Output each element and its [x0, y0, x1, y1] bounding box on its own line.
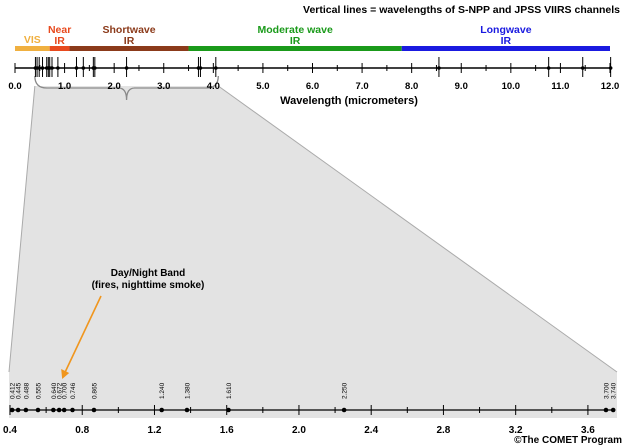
top-channel-dot	[74, 66, 79, 70]
top-channel-dot	[198, 66, 203, 70]
top-axis-tick-label: 9.0	[455, 81, 468, 92]
top-channel-dot	[580, 66, 585, 70]
bottom-channel-dot	[159, 407, 165, 413]
bottom-channel-dot	[184, 407, 190, 413]
bottom-channel-label: 0.672	[57, 382, 64, 399]
top-axis-tick-label: 11.0	[551, 81, 569, 92]
top-axis-tick-label: 8.0	[405, 81, 418, 92]
top-axis-tick-label: 7.0	[355, 81, 368, 92]
band-sublabel-4: IR	[501, 35, 512, 47]
bottom-channel-dot	[341, 407, 347, 413]
band-label-0: VIS	[24, 34, 41, 46]
zoom-brace	[34, 75, 219, 101]
top-channel-dot	[546, 66, 551, 70]
top-channel-dot	[56, 66, 60, 70]
top-channel-dot	[214, 66, 218, 70]
top-axis-tick-label: 3.0	[157, 81, 170, 92]
band-sublabel-3: IR	[290, 35, 301, 47]
bottom-channel-label: 1.240	[159, 382, 166, 399]
top-axis-tick-label: 10.0	[502, 81, 521, 92]
band-bar-1	[49, 46, 70, 51]
bottom-channel-label: 0.445	[16, 382, 23, 399]
top-channel-dot	[81, 66, 86, 70]
top-axis-tick-label: 4.0	[207, 81, 220, 92]
top-channel-dot	[124, 66, 129, 70]
bottom-axis-tick-label: 0.4	[3, 425, 17, 436]
bottom-axis-tick-label: 2.0	[292, 425, 306, 436]
bottom-channel-label: 0.700	[62, 382, 69, 399]
band-bar-3	[188, 46, 402, 51]
bottom-channel-label: 0.488	[23, 382, 30, 399]
top-axis-tick-label: 6.0	[306, 81, 319, 92]
band-bar-0	[15, 46, 50, 51]
zoom-region	[9, 86, 617, 418]
band-label-4: Longwave	[480, 24, 532, 36]
bottom-channel-label: 2.250	[342, 382, 349, 399]
bottom-channel-dot	[9, 407, 15, 413]
bottom-channel-label: 3.700	[603, 382, 610, 399]
band-label-3: Moderate wave	[258, 24, 333, 36]
band-bar-2	[69, 46, 189, 51]
band-label-2: Shortwave	[102, 24, 155, 36]
bottom-channel-dot	[91, 407, 97, 413]
bottom-axis-tick-label: 3.2	[509, 425, 523, 436]
annotation-arrow-shaft	[64, 295, 102, 373]
bottom-channel-dot	[23, 407, 29, 413]
bottom-axis-tick-label: 3.6	[581, 425, 595, 436]
bottom-axis-tick-label: 0.8	[75, 425, 89, 436]
bottom-channel-dot	[226, 407, 231, 413]
credit-text: ©The COMET Program	[514, 435, 622, 446]
bottom-axis-tick-label: 1.6	[220, 425, 234, 436]
bottom-channel-label: 0.555	[35, 382, 42, 399]
zoom-edge-right	[218, 85, 618, 373]
top-channel-dot	[437, 66, 441, 70]
top-axis-tick-label: 2.0	[108, 81, 121, 92]
top-channel-dot	[40, 66, 45, 70]
top-axis-title: Wavelength (micrometers)	[280, 95, 418, 107]
bottom-channel-label: 0.412	[10, 382, 17, 399]
band-bar-4	[401, 46, 610, 51]
top-axis-tick-label: 0.0	[8, 81, 21, 92]
bottom-channel-dot	[56, 407, 62, 413]
top-channel-dot	[608, 66, 613, 70]
bottom-channel-dot	[15, 407, 21, 413]
top-axis-tick-label: 1.0	[58, 81, 71, 92]
annotation-subtitle: (fires, nighttime smoke)	[92, 280, 205, 291]
bottom-channel-label: 0.865	[91, 382, 98, 399]
top-axis-tick-label: 5.0	[256, 81, 269, 92]
bottom-channel-dot	[70, 407, 75, 413]
bottom-axis-tick-label: 1.2	[148, 425, 162, 436]
bottom-channel-label: 0.746	[70, 382, 77, 399]
top-channel-dot	[50, 66, 54, 70]
bottom-axis-tick-label: 2.4	[364, 425, 378, 436]
band-sublabel-1: IR	[54, 35, 65, 47]
band-label-1: Near	[48, 24, 71, 36]
annotation-title: Day/Night Band	[111, 268, 185, 279]
bottom-axis-tick-label: 2.8	[436, 425, 450, 436]
bottom-channel-dot	[51, 407, 56, 413]
bottom-channel-label: 0.640	[51, 382, 58, 399]
band-sublabel-2: IR	[124, 35, 135, 47]
top-channel-dot	[93, 66, 97, 70]
bottom-channel-dot	[61, 407, 67, 413]
top-channel-dot	[37, 66, 41, 70]
top-axis-tick-label: 12.0	[601, 81, 620, 92]
bottom-channel-label: 1.610	[226, 382, 233, 399]
bottom-channel-dot	[35, 407, 41, 413]
bottom-channel-label: 1.380	[184, 382, 191, 399]
bottom-channel-dot	[603, 407, 609, 413]
bottom-channel-label: 3.740	[611, 382, 618, 399]
bottom-channel-dot	[610, 407, 616, 413]
annotation-arrow-head	[61, 369, 70, 379]
zoom-edge-left	[8, 85, 36, 373]
header-note: Vertical lines = wavelengths of S-NPP an…	[303, 4, 620, 16]
